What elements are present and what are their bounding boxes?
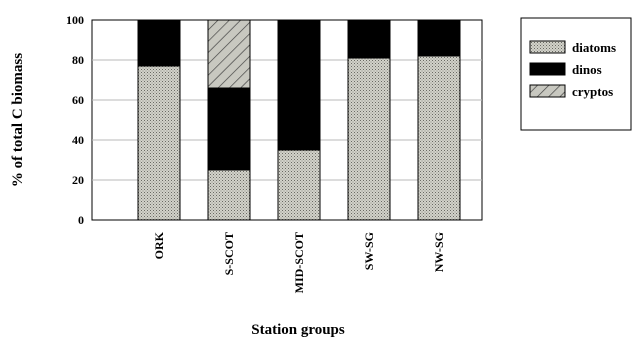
x-tick-label: MID-SCOT: [292, 232, 306, 293]
y-tick-label: 60: [72, 93, 84, 107]
bar-dinos-sw-sg: [347, 19, 391, 59]
legend-label-cryptos: cryptos: [572, 84, 613, 99]
y-tick-label: 100: [66, 13, 84, 27]
bar-diatoms-s-scot: [207, 169, 251, 221]
bar-diatoms-mid-scot: [277, 149, 321, 221]
bar-cryptos-s-scot: [207, 19, 251, 89]
y-tick-label: 0: [78, 213, 84, 227]
legend-label-dinos: dinos: [572, 62, 602, 77]
bar-diatoms-ork: [137, 65, 181, 221]
x-tick-label: NW-SG: [432, 232, 446, 272]
legend: diatoms dinos cryptos: [520, 17, 632, 131]
legend-swatch-dinos: [529, 62, 566, 76]
bar-diatoms-nw-sg: [417, 55, 461, 221]
bar-dinos-nw-sg: [417, 19, 461, 57]
x-tick-label: S-SCOT: [222, 232, 236, 275]
y-tick-label: 40: [72, 133, 84, 147]
bar-dinos-s-scot: [207, 87, 251, 171]
x-tick-label: ORK: [152, 231, 166, 259]
x-axis-label: Station groups: [251, 322, 345, 338]
bar-dinos-mid-scot: [277, 19, 321, 151]
y-axis-label: % of total C biomass: [10, 53, 26, 187]
y-tick-label: 20: [72, 173, 84, 187]
legend-swatch-diatoms: [529, 40, 566, 54]
bar-diatoms-sw-sg: [347, 57, 391, 221]
legend-swatch-cryptos: [529, 84, 566, 98]
x-tick-labels: ORK S-SCOT MID-SCOT SW-SG NW-SG: [152, 231, 446, 293]
bars: [137, 19, 461, 221]
x-tick-label: SW-SG: [362, 232, 376, 270]
legend-label-diatoms: diatoms: [572, 40, 616, 55]
bar-dinos-ork: [137, 19, 181, 67]
y-tick-label: 80: [72, 53, 84, 67]
y-tick-labels: 0 20 40 60 80 100: [66, 13, 84, 227]
